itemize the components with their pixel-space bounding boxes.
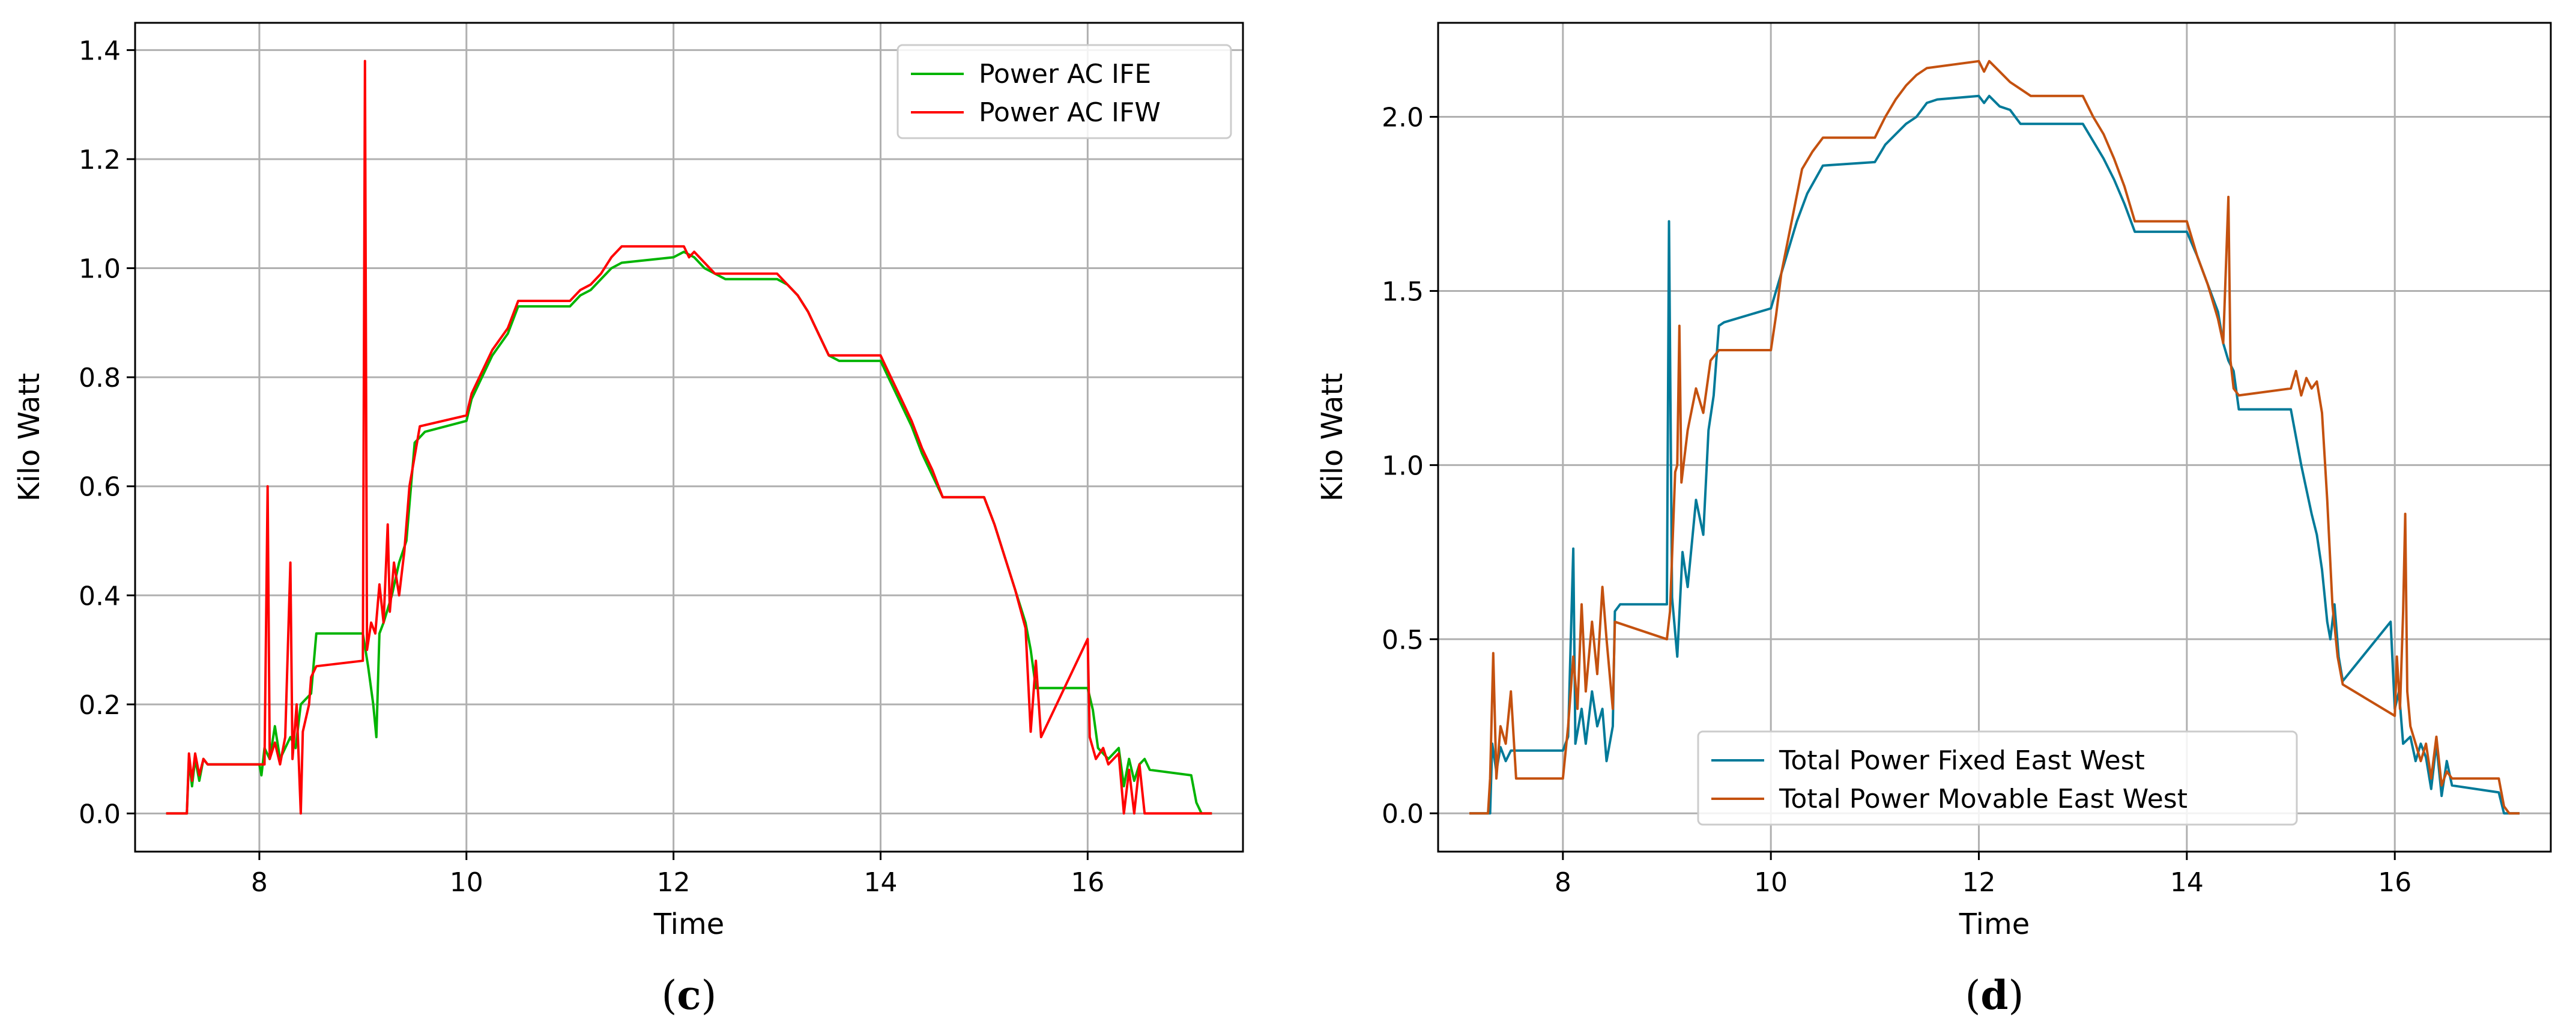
x-tick-label: 14	[863, 867, 897, 898]
y-tick-label: 0.8	[79, 363, 121, 393]
y-tick-label: 1.4	[79, 35, 121, 66]
caption-close-paren: )	[2009, 972, 2024, 1019]
legend-label: Total Power Fixed East West	[1779, 745, 2145, 776]
y-tick-label: 1.0	[1382, 450, 1424, 481]
legend-label: Total Power Movable East West	[1779, 784, 2187, 814]
x-tick-label: 14	[2170, 867, 2204, 898]
caption-letter: d	[1980, 972, 2008, 1019]
caption-close-paren: )	[701, 972, 717, 1019]
series-line-power-ac-ifw	[166, 59, 1212, 815]
legend: Total Power Fixed East West Total Power M…	[1697, 730, 2298, 826]
y-axis-label: Kilo Watt	[1316, 373, 1349, 501]
y-tick-label: 2.0	[1382, 103, 1424, 133]
y-tick-label: 0.2	[79, 690, 121, 721]
series-line-total-power-fixed-east-west	[1469, 94, 2520, 815]
x-tick-label: 12	[1962, 867, 1996, 898]
x-tick-label: 8	[1555, 867, 1571, 898]
y-tick-label: 1.2	[79, 145, 121, 175]
caption-letter: c	[677, 972, 701, 1019]
chart-panel-c: 8 10 12 14 16 0.0 0.2 0.4 0.6 0.8 1.0 1.2 1.4 Time Kil…	[13, 22, 1244, 1019]
x-axis-label: Time	[1959, 907, 2030, 941]
y-axis-label: Kilo Watt	[13, 373, 46, 501]
x-tick-label: 12	[657, 867, 691, 898]
series-line-total-power-movable-east-west	[1469, 59, 2520, 815]
x-tick-label: 10	[450, 867, 483, 898]
y-tick-label: 0.0	[1382, 799, 1424, 829]
legend-box	[1697, 730, 2298, 826]
y-tick-label: 1.5	[1382, 276, 1424, 307]
legend-label: Power AC IFE	[979, 59, 1151, 89]
caption-open-paren: (	[1965, 972, 1981, 1019]
caption-open-paren: (	[662, 972, 677, 1019]
plot-frame	[134, 22, 1244, 853]
x-tick-label: 10	[1754, 867, 1788, 898]
x-axis-label: Time	[653, 907, 724, 941]
x-tick-label: 16	[2378, 867, 2411, 898]
legend-box	[896, 44, 1232, 139]
y-tick-label: 0.5	[1382, 625, 1424, 655]
y-tick-label: 0.6	[79, 472, 121, 503]
y-tick-label: 0.0	[79, 799, 121, 829]
x-tick-label: 8	[251, 867, 268, 898]
y-tick-label: 1.0	[79, 254, 121, 285]
legend: Power AC IFE Power AC IFW	[896, 44, 1232, 139]
plot-frame	[1437, 22, 2552, 853]
panel-caption: (d)	[1965, 972, 2024, 1019]
x-tick-label: 16	[1071, 867, 1104, 898]
y-tick-label: 0.4	[79, 581, 121, 611]
panel-caption: (c)	[662, 972, 717, 1019]
legend-label: Power AC IFW	[979, 97, 1161, 128]
chart-panel-d: 8 10 12 14 16 0.0 0.5 1.0 1.5 2.0 Time Kilo Watt Tot…	[1316, 22, 2552, 1019]
